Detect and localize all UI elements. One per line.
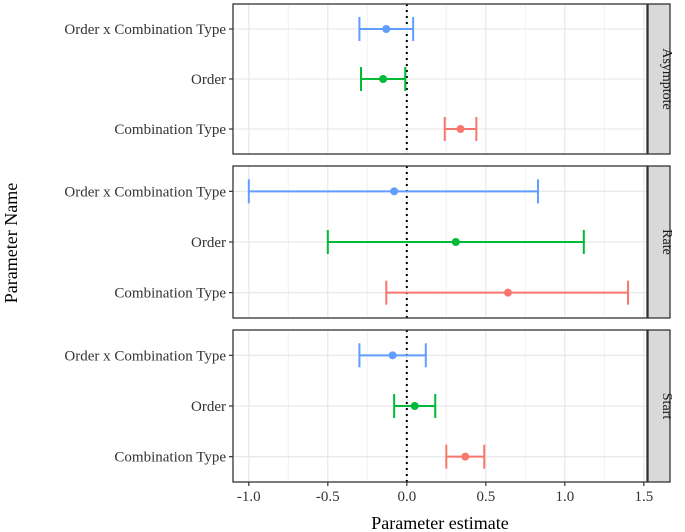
estimate-point — [388, 351, 397, 360]
estimate-point — [390, 187, 399, 196]
y-tick-label: Combination Type — [114, 122, 226, 138]
y-tick-label: Order — [191, 72, 226, 88]
facet-strip — [647, 3, 671, 155]
y-axis-title: Parameter Name — [1, 183, 21, 303]
x-tick-label: 0.0 — [397, 489, 416, 505]
y-tick-label: Order — [191, 235, 226, 251]
y-tick-label: Order x Combination Type — [64, 348, 226, 364]
facet-strip-label: Rate — [659, 229, 674, 255]
y-tick-label: Order x Combination Type — [64, 22, 226, 38]
y-tick-label: Combination Type — [114, 286, 226, 302]
y-tick-label: Order x Combination Type — [64, 184, 226, 200]
estimate-point — [503, 288, 512, 297]
y-tick-label: Combination Type — [114, 450, 226, 466]
estimate-point — [461, 452, 470, 461]
x-tick-label: 1.5 — [634, 489, 653, 505]
estimate-point — [379, 75, 388, 83]
facet-strip-label: Asymptote — [659, 48, 674, 109]
facet-strip — [647, 329, 671, 483]
x-axis-title: Parameter estimate — [371, 513, 508, 532]
facet-strip-label: Start — [659, 393, 674, 420]
estimate-point — [456, 125, 465, 133]
x-tick-label: 0.5 — [476, 489, 495, 505]
y-tick-label: Order — [191, 399, 226, 415]
estimate-point — [382, 25, 391, 33]
facet-strip — [647, 165, 671, 319]
estimate-point — [451, 238, 460, 246]
x-tick-label: -0.5 — [316, 489, 340, 505]
x-tick-label: -1.0 — [237, 489, 261, 505]
x-tick-label: 1.0 — [555, 489, 574, 505]
estimate-point — [410, 402, 419, 410]
